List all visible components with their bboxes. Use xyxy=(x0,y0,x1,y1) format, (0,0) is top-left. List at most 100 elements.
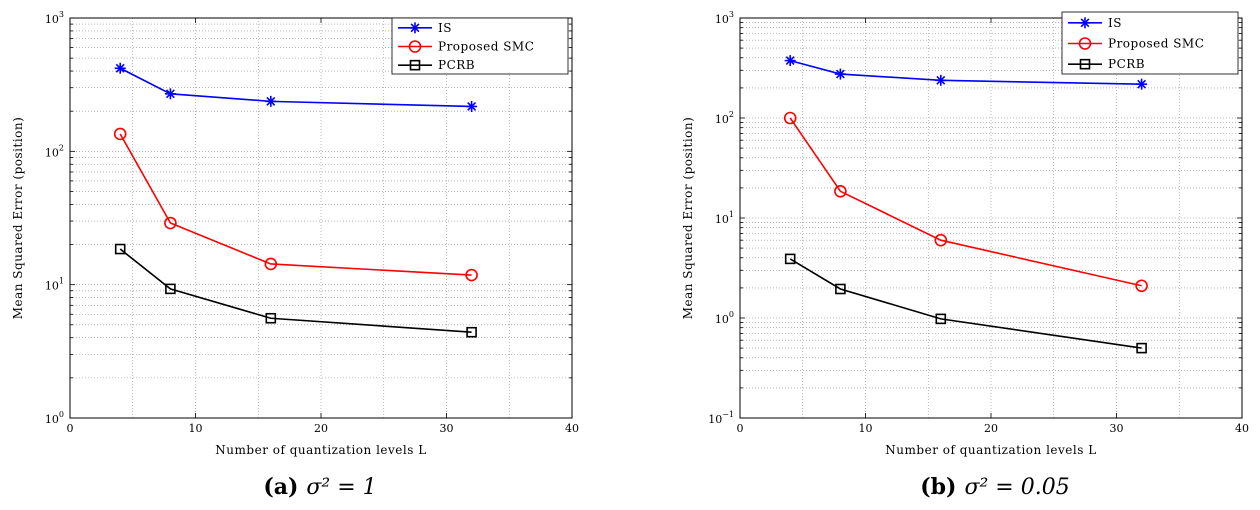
y-tick-label: 103 xyxy=(715,10,734,26)
data-point xyxy=(465,268,478,282)
y-tick-base: 10 xyxy=(45,13,59,26)
legend-label: Proposed SMC xyxy=(1108,37,1204,51)
legend-marker xyxy=(409,59,421,71)
y-tick-base: 10 xyxy=(45,280,59,293)
y-tick-exponent: 2 xyxy=(729,110,734,119)
data-point xyxy=(935,313,947,325)
x-tick-label: 30 xyxy=(440,422,454,435)
legend: IS Proposed SMC PCRB xyxy=(391,17,569,75)
data-point xyxy=(834,68,846,80)
y-tick-label: 101 xyxy=(45,277,64,293)
y-tick-base: 10 xyxy=(715,113,729,126)
legend-label: PCRB xyxy=(438,58,475,72)
series-line xyxy=(119,67,472,108)
series-line xyxy=(789,117,1142,287)
tick-marks xyxy=(69,17,573,419)
data-point xyxy=(1136,342,1147,354)
series-square xyxy=(114,243,477,338)
data-point xyxy=(114,243,126,255)
series-line xyxy=(119,133,472,276)
data-point xyxy=(834,184,847,198)
data-point xyxy=(466,326,477,338)
tick-marks xyxy=(739,17,1243,419)
marker-stroke xyxy=(467,102,477,111)
caption-text: σ² = 1 xyxy=(306,475,376,500)
data-point xyxy=(466,100,478,112)
y-tick-exponent: 1 xyxy=(729,210,734,219)
series-circle xyxy=(113,127,478,282)
y-tick-base: 10 xyxy=(715,213,729,226)
y-tick-label: 102 xyxy=(45,143,64,159)
data-point xyxy=(265,95,277,107)
legend-label: IS xyxy=(1108,16,1122,30)
grid xyxy=(70,18,572,418)
y-tick-label: 10−1 xyxy=(708,410,734,426)
marker-stroke xyxy=(936,75,946,85)
x-tick-label: 0 xyxy=(737,422,744,435)
series-line xyxy=(789,258,1142,349)
data-point xyxy=(265,312,277,324)
legend-marker xyxy=(1079,58,1091,70)
data-point xyxy=(1135,279,1148,293)
x-tick-label: 20 xyxy=(314,422,328,435)
data-point xyxy=(783,111,797,125)
grid xyxy=(740,18,1242,418)
data-point xyxy=(114,62,126,74)
y-tick-label: 100 xyxy=(45,410,64,426)
x-tick-label: 30 xyxy=(1110,422,1124,435)
y-tick-label: 101 xyxy=(715,210,734,226)
data-point xyxy=(935,74,947,86)
data-point xyxy=(934,233,948,247)
caption-prefix: (a) xyxy=(263,474,298,500)
legend: IS Proposed SMC PCRB xyxy=(1061,11,1239,75)
data-point xyxy=(264,257,278,271)
data-point xyxy=(1136,78,1148,90)
x-tick-label: 10 xyxy=(859,422,873,435)
caption-prefix: (b) xyxy=(920,474,956,500)
y-tick-label: 100 xyxy=(715,310,734,326)
series-line xyxy=(119,248,472,334)
y-tick-label: 103 xyxy=(45,10,64,26)
subfigure-caption: (a) σ² = 1 xyxy=(263,474,376,500)
y-tick-exponent: 2 xyxy=(59,143,64,152)
series-asterisk xyxy=(784,55,1148,90)
subfigure-caption: (b) σ² = 0.05 xyxy=(920,474,1069,500)
marker-stroke xyxy=(165,89,175,99)
x-tick-label: 40 xyxy=(565,422,579,435)
legend-marker xyxy=(1079,17,1091,29)
legend-marker xyxy=(409,22,421,34)
y-tick-exponent: 0 xyxy=(59,410,64,419)
data-point xyxy=(164,216,177,230)
data-point xyxy=(784,55,796,67)
marker-stroke xyxy=(835,69,845,79)
data-point xyxy=(113,127,127,141)
data-point xyxy=(165,283,176,295)
legend-label: IS xyxy=(438,21,452,35)
y-axis-label: Mean Squared Error (position) xyxy=(11,117,25,320)
x-tick-label: 0 xyxy=(67,422,74,435)
y-tick-label: 102 xyxy=(715,110,734,126)
marker-stroke xyxy=(785,56,795,66)
y-tick-exponent: 0 xyxy=(729,310,734,319)
data-point xyxy=(835,283,846,295)
series-asterisk xyxy=(114,62,478,112)
series-circle xyxy=(783,111,1148,293)
marker-stroke xyxy=(1080,18,1090,28)
y-tick-base: 10 xyxy=(45,146,59,159)
x-tick-label: 20 xyxy=(984,422,998,435)
y-axis-label: Mean Squared Error (position) xyxy=(681,117,695,320)
legend-label: Proposed SMC xyxy=(438,40,534,54)
data-point xyxy=(784,253,796,265)
y-tick-exponent: 1 xyxy=(59,277,64,286)
series-square xyxy=(784,253,1147,354)
y-tick-base: 10 xyxy=(45,413,59,426)
x-tick-label: 10 xyxy=(189,422,203,435)
legend-marker xyxy=(408,40,422,53)
marker-stroke xyxy=(410,23,420,33)
series-line xyxy=(789,59,1142,85)
x-tick-label: 40 xyxy=(1235,422,1249,435)
y-tick-exponent: 3 xyxy=(59,10,64,19)
y-tick-exponent: −1 xyxy=(722,410,734,419)
